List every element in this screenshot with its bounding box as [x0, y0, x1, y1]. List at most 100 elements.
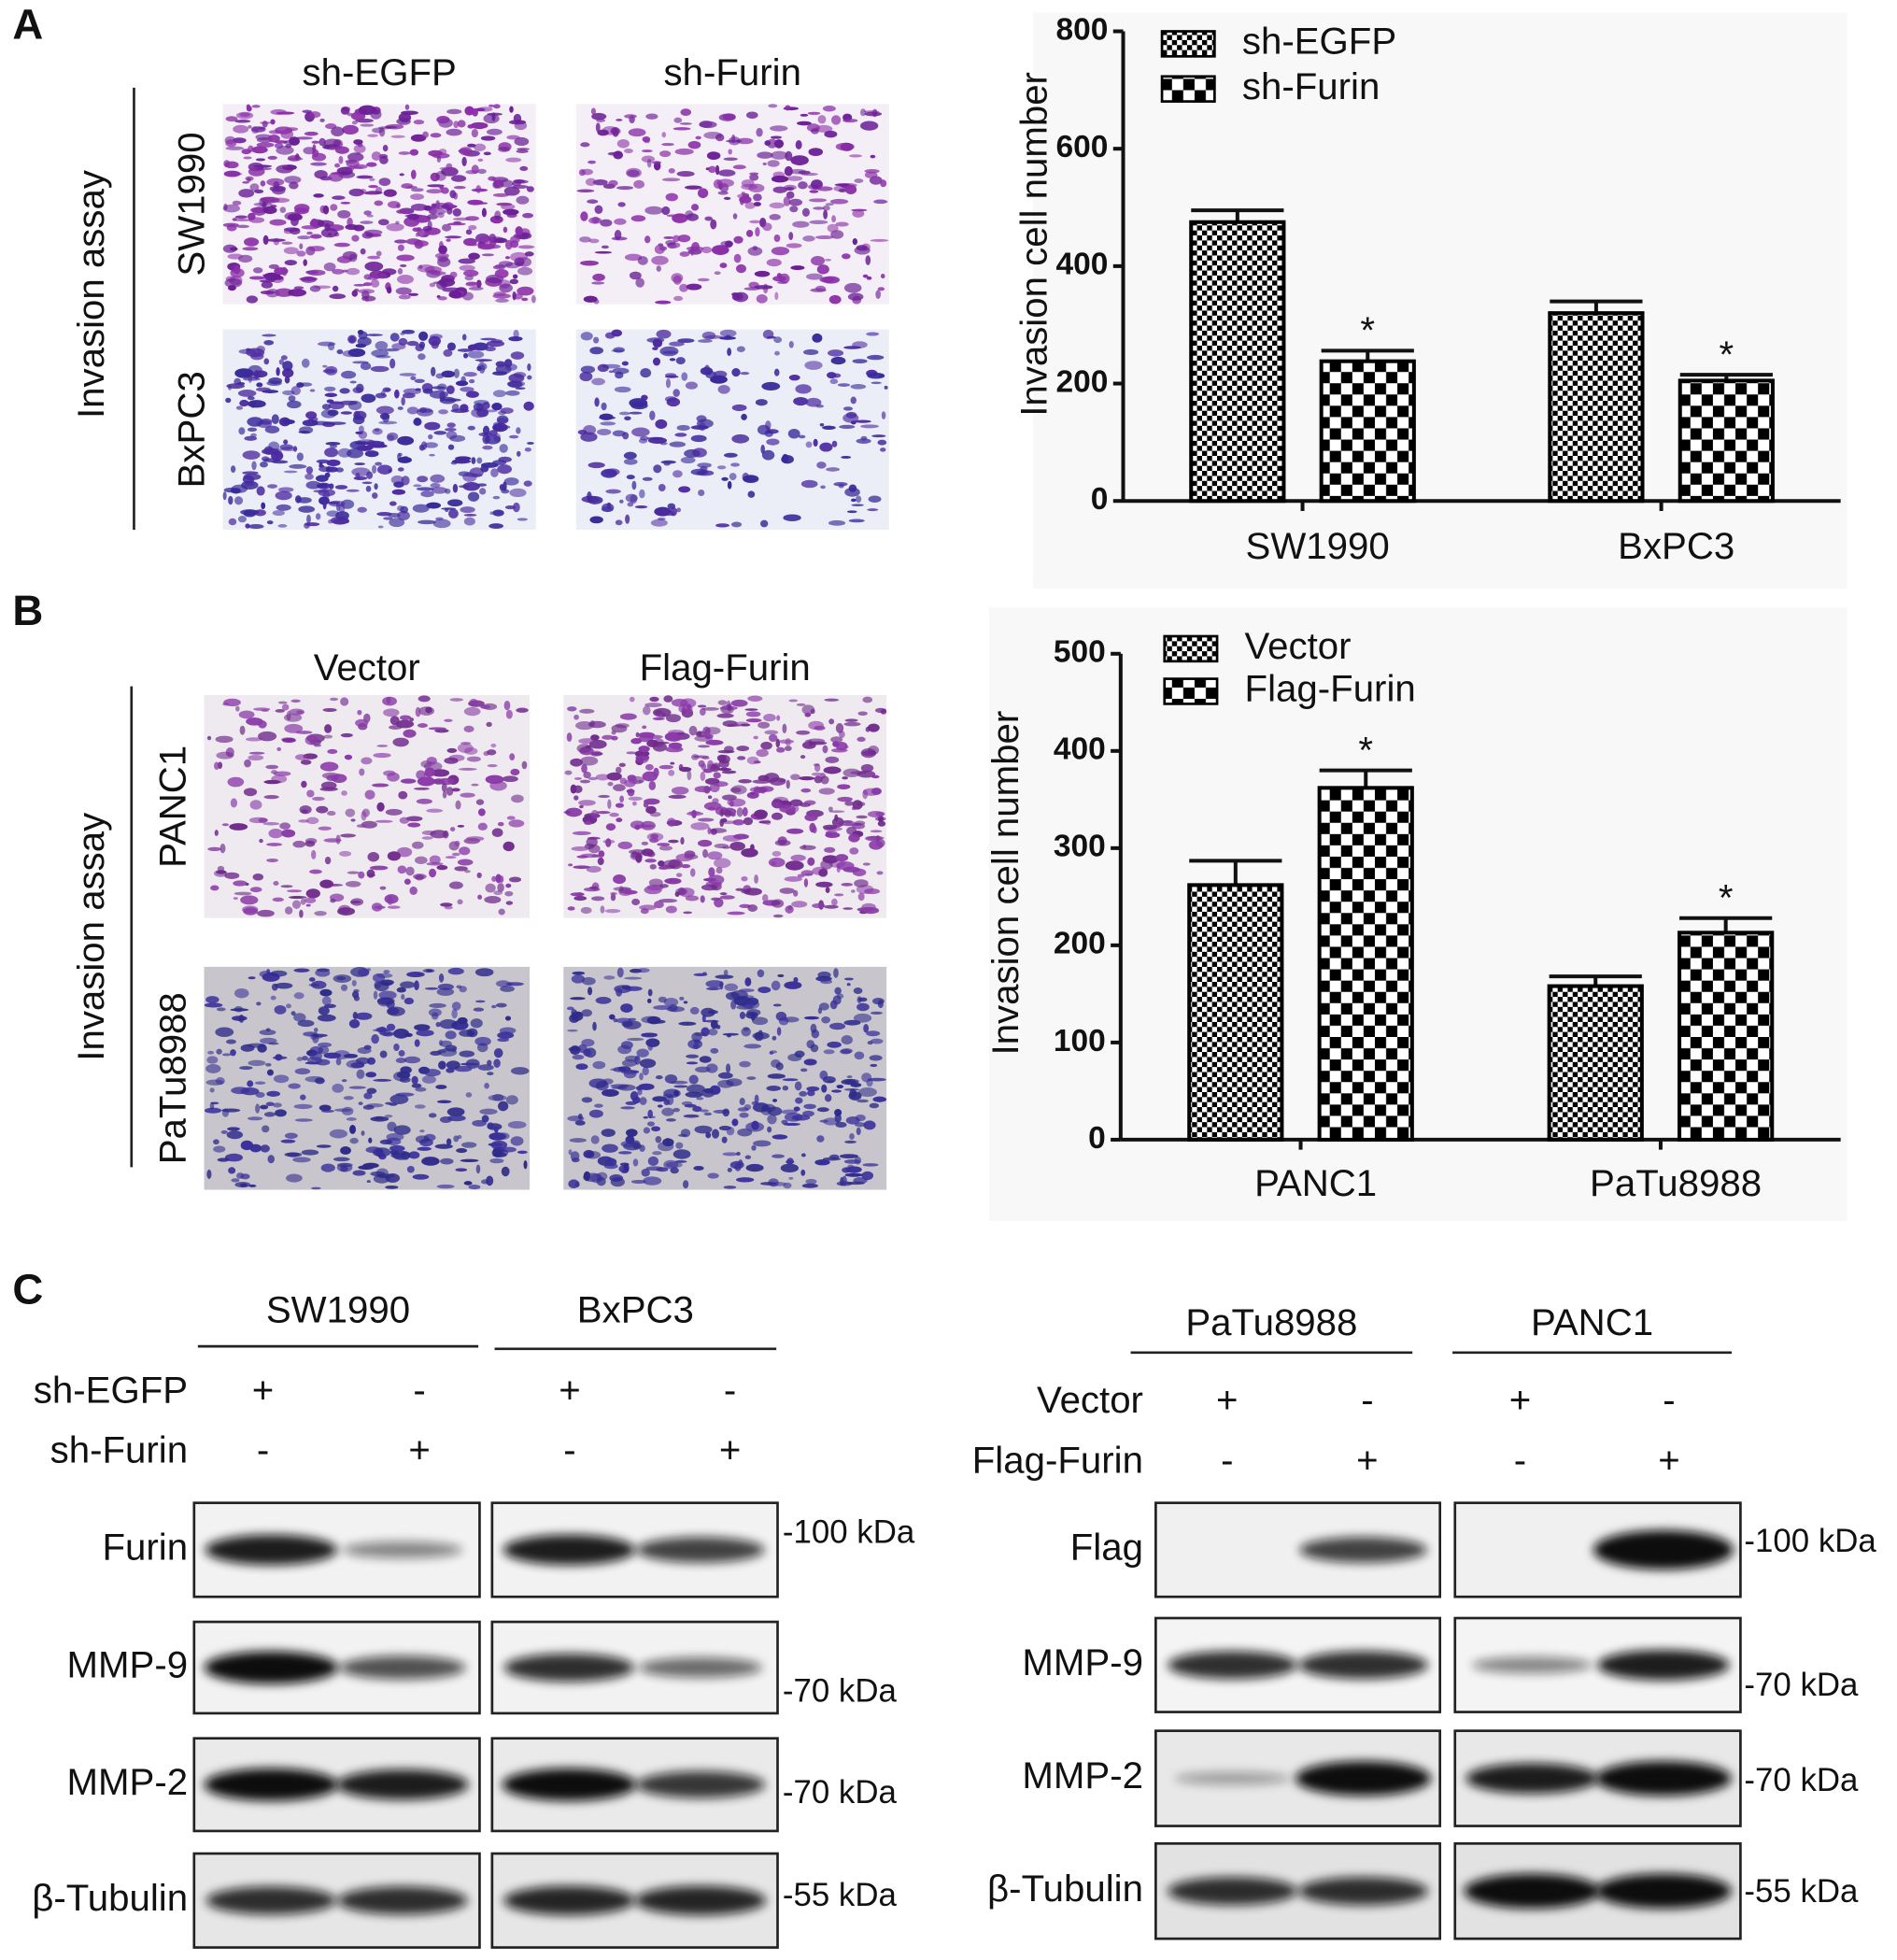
cell — [233, 219, 251, 221]
cell — [279, 206, 287, 214]
cell — [663, 462, 671, 466]
cell — [433, 431, 447, 435]
cell — [349, 380, 357, 384]
cell — [277, 524, 288, 528]
cell — [770, 125, 788, 132]
cell — [835, 1121, 847, 1129]
cell — [727, 348, 732, 356]
cell — [629, 411, 643, 415]
cell — [234, 120, 251, 123]
cell — [248, 754, 264, 761]
cell — [472, 1119, 487, 1127]
cell — [484, 1083, 489, 1089]
micrograph — [563, 966, 887, 1190]
cell — [360, 123, 375, 127]
cell — [822, 1157, 842, 1161]
cell — [820, 485, 826, 490]
cell — [467, 344, 479, 350]
cell — [225, 139, 237, 148]
cell — [376, 997, 395, 1005]
cell — [491, 875, 497, 882]
cell — [215, 1027, 234, 1037]
cell — [787, 429, 800, 439]
cell — [449, 698, 463, 702]
cell — [586, 837, 598, 847]
cell — [324, 386, 336, 392]
cell — [701, 884, 718, 891]
cell — [801, 207, 810, 218]
cell — [808, 741, 828, 746]
cell — [760, 444, 765, 454]
cell — [361, 481, 373, 485]
cell — [761, 449, 775, 461]
cell — [717, 1072, 733, 1079]
cell — [516, 195, 530, 205]
cell — [263, 794, 279, 800]
cell — [641, 841, 649, 845]
cell — [492, 460, 507, 465]
cell — [499, 283, 513, 293]
cell — [389, 518, 405, 528]
cell — [399, 173, 404, 177]
cell — [856, 438, 871, 444]
cell — [623, 1069, 637, 1079]
cell — [572, 831, 591, 836]
cell — [344, 1053, 359, 1058]
cell — [755, 399, 768, 406]
cell — [633, 179, 645, 189]
band — [1168, 1877, 1297, 1906]
cell — [249, 400, 257, 408]
cell — [463, 237, 477, 247]
cell — [720, 240, 734, 247]
cell — [745, 1011, 758, 1019]
cell — [577, 1044, 588, 1054]
cell — [870, 154, 876, 159]
cell — [754, 873, 759, 884]
cell — [803, 878, 809, 888]
cell — [658, 845, 673, 851]
cell — [687, 770, 692, 781]
cell — [816, 264, 829, 275]
cell — [727, 1167, 732, 1172]
cell — [730, 1000, 737, 1010]
cell — [502, 775, 518, 783]
cell — [494, 210, 502, 220]
cell — [319, 466, 331, 473]
cell — [327, 748, 338, 755]
cell — [468, 224, 477, 231]
cell — [630, 215, 646, 222]
cell — [867, 1077, 886, 1082]
bar — [1317, 786, 1414, 1142]
cell — [337, 907, 356, 916]
cell — [421, 1075, 436, 1084]
cell — [724, 452, 738, 458]
cell — [397, 244, 404, 251]
cell — [668, 168, 675, 174]
cell — [266, 1090, 281, 1097]
cell — [664, 877, 682, 885]
cell — [457, 825, 465, 828]
cell — [613, 150, 624, 160]
band — [1465, 1763, 1599, 1794]
cell — [523, 401, 534, 411]
size-label: -70 kDa — [783, 1774, 898, 1811]
cell — [750, 792, 755, 795]
cell — [410, 134, 427, 142]
cell — [504, 890, 514, 897]
cell — [839, 1154, 858, 1159]
cell — [751, 1144, 757, 1151]
cell — [702, 972, 707, 975]
cell — [373, 1174, 390, 1184]
cell — [293, 286, 304, 290]
cell — [741, 413, 747, 420]
cell — [453, 220, 462, 225]
cell — [414, 980, 419, 991]
cell — [684, 185, 702, 190]
cell — [595, 774, 611, 781]
cell — [479, 704, 490, 709]
cell — [836, 1181, 853, 1186]
cell — [715, 974, 734, 979]
cell — [671, 787, 689, 795]
cell — [669, 358, 676, 362]
cell — [436, 1184, 455, 1189]
